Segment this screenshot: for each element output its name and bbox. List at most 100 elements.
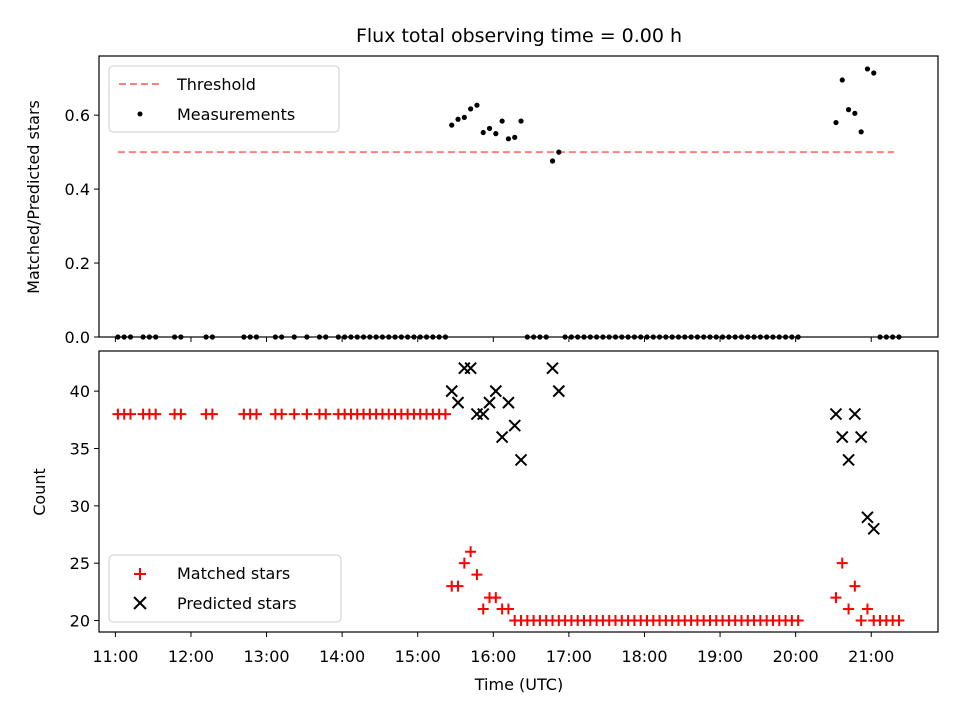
predicted-star-point bbox=[502, 396, 515, 409]
matched-star-point bbox=[175, 408, 187, 420]
x-tick-label: 16:00 bbox=[470, 647, 516, 666]
top-y-ticks: 0.0 0.2 0.4 0.6 bbox=[65, 106, 99, 347]
y-tick-label: 0.0 bbox=[65, 328, 90, 347]
y-tick-label: 0.6 bbox=[65, 106, 90, 125]
x-tick-label: 11:00 bbox=[92, 647, 138, 666]
top-legend: Threshold Measurements bbox=[108, 65, 340, 133]
bottom-y-axis-label: Count bbox=[30, 468, 49, 516]
x-tick-label: 21:00 bbox=[848, 647, 894, 666]
predicted-star-point bbox=[514, 453, 528, 467]
y-tick-label: 35 bbox=[70, 439, 90, 458]
matched-star-point bbox=[471, 569, 483, 581]
legend-predicted-label: Predicted stars bbox=[177, 594, 297, 613]
measurement-point bbox=[455, 116, 461, 122]
y-tick-label: 30 bbox=[70, 497, 90, 516]
matched-star-point bbox=[836, 557, 848, 569]
bottom-x-axis-label: Time (UTC) bbox=[474, 675, 563, 694]
measurement-point bbox=[833, 119, 839, 126]
legend-predicted-swatch bbox=[133, 596, 147, 610]
legend-matched-swatch bbox=[134, 568, 146, 580]
x-tick-label: 19:00 bbox=[697, 647, 743, 666]
measurement-point bbox=[468, 106, 474, 112]
measurement-point bbox=[858, 129, 864, 135]
bottom-x-ticks: 11:00 12:00 13:00 14:00 15:00 16:00 17:00 18:00… bbox=[92, 632, 894, 666]
measurement-point bbox=[556, 149, 562, 155]
predicted-star-point bbox=[829, 407, 843, 421]
y-tick-label: 0.4 bbox=[65, 180, 90, 199]
matched-star-point bbox=[465, 546, 477, 558]
matched-star-point bbox=[301, 408, 313, 420]
legend-matched-label: Matched stars bbox=[177, 564, 290, 583]
matched-star-point bbox=[320, 408, 332, 420]
matched-star-point bbox=[855, 615, 867, 627]
matched-star-point bbox=[861, 603, 873, 615]
predicted-star-point bbox=[848, 407, 862, 421]
top-chart-title: Flux total observing time = 0.00 h bbox=[356, 25, 682, 47]
bottom-marks bbox=[112, 361, 905, 627]
measurement-point bbox=[864, 66, 871, 72]
measurement-point bbox=[461, 114, 467, 120]
bottom-legend-frame bbox=[108, 554, 342, 623]
measurement-point bbox=[845, 107, 852, 113]
x-tick-label: 14:00 bbox=[319, 647, 365, 666]
matched-star-point bbox=[830, 592, 842, 604]
matched-star-point bbox=[276, 408, 288, 420]
x-tick-label: 13:00 bbox=[243, 647, 289, 666]
matched-star-point bbox=[792, 615, 804, 627]
measurement-point bbox=[512, 134, 518, 140]
x-tick-label: 18:00 bbox=[621, 647, 667, 666]
y-tick-label: 20 bbox=[70, 612, 90, 631]
legend-measurements-label: Measurements bbox=[177, 105, 295, 124]
x-tick-label: 17:00 bbox=[546, 647, 592, 666]
predicted-star-point bbox=[836, 430, 849, 444]
top-y-axis-label: Matched/Predicted stars bbox=[24, 100, 43, 294]
legend-threshold-label: Threshold bbox=[176, 75, 256, 94]
predicted-star-point bbox=[464, 361, 477, 375]
x-tick-label: 20:00 bbox=[773, 647, 819, 666]
y-tick-label: 0.2 bbox=[65, 254, 90, 273]
matched-star-point bbox=[893, 615, 905, 627]
matched-star-point bbox=[843, 603, 855, 615]
top-legend-frame bbox=[108, 65, 340, 133]
predicted-star-point bbox=[451, 396, 465, 409]
matched-star-point bbox=[288, 408, 300, 420]
matched-star-point bbox=[150, 408, 162, 420]
matched-star-point bbox=[490, 592, 502, 604]
matched-star-point bbox=[124, 408, 136, 420]
legend-measurements-swatch bbox=[137, 111, 143, 117]
matched-star-point bbox=[458, 557, 470, 569]
measurement-point bbox=[474, 102, 480, 108]
predicted-star-point bbox=[489, 384, 503, 398]
predicted-star-point bbox=[483, 396, 496, 409]
matched-star-point bbox=[250, 408, 262, 420]
x-tick-label: 12:00 bbox=[168, 647, 214, 666]
matched-star-point bbox=[206, 408, 218, 420]
measurement-point bbox=[480, 129, 486, 136]
matched-star-point bbox=[439, 408, 451, 420]
y-tick-label: 40 bbox=[70, 382, 90, 401]
predicted-star-point bbox=[508, 419, 521, 432]
matched-star-point bbox=[849, 580, 861, 592]
top-x-ticks bbox=[114, 337, 872, 342]
bottom-y-ticks: 20 25 30 35 40 bbox=[70, 382, 99, 631]
measurement-point bbox=[449, 122, 455, 128]
measurement-point bbox=[839, 77, 845, 83]
measurement-point bbox=[493, 131, 499, 137]
predicted-star-point bbox=[495, 430, 509, 444]
predicted-star-point bbox=[867, 522, 880, 535]
matched-star-point bbox=[477, 603, 489, 615]
matched-star-point bbox=[452, 580, 464, 592]
y-tick-label: 25 bbox=[70, 554, 90, 573]
predicted-star-point bbox=[445, 384, 458, 398]
measurement-point bbox=[486, 125, 493, 132]
predicted-star-point bbox=[477, 407, 490, 421]
predicted-star-point bbox=[552, 384, 566, 398]
matched-star-point bbox=[502, 603, 514, 615]
bottom-panel: 20 25 30 35 40 11:00 12:00 13:00 14:00 15:00 16:0… bbox=[30, 350, 939, 694]
measurement-point bbox=[871, 70, 877, 76]
predicted-star-point bbox=[546, 361, 559, 375]
predicted-star-point bbox=[842, 453, 855, 467]
bottom-legend: Matched stars Predicted stars bbox=[108, 554, 342, 623]
predicted-star-point bbox=[854, 430, 868, 444]
